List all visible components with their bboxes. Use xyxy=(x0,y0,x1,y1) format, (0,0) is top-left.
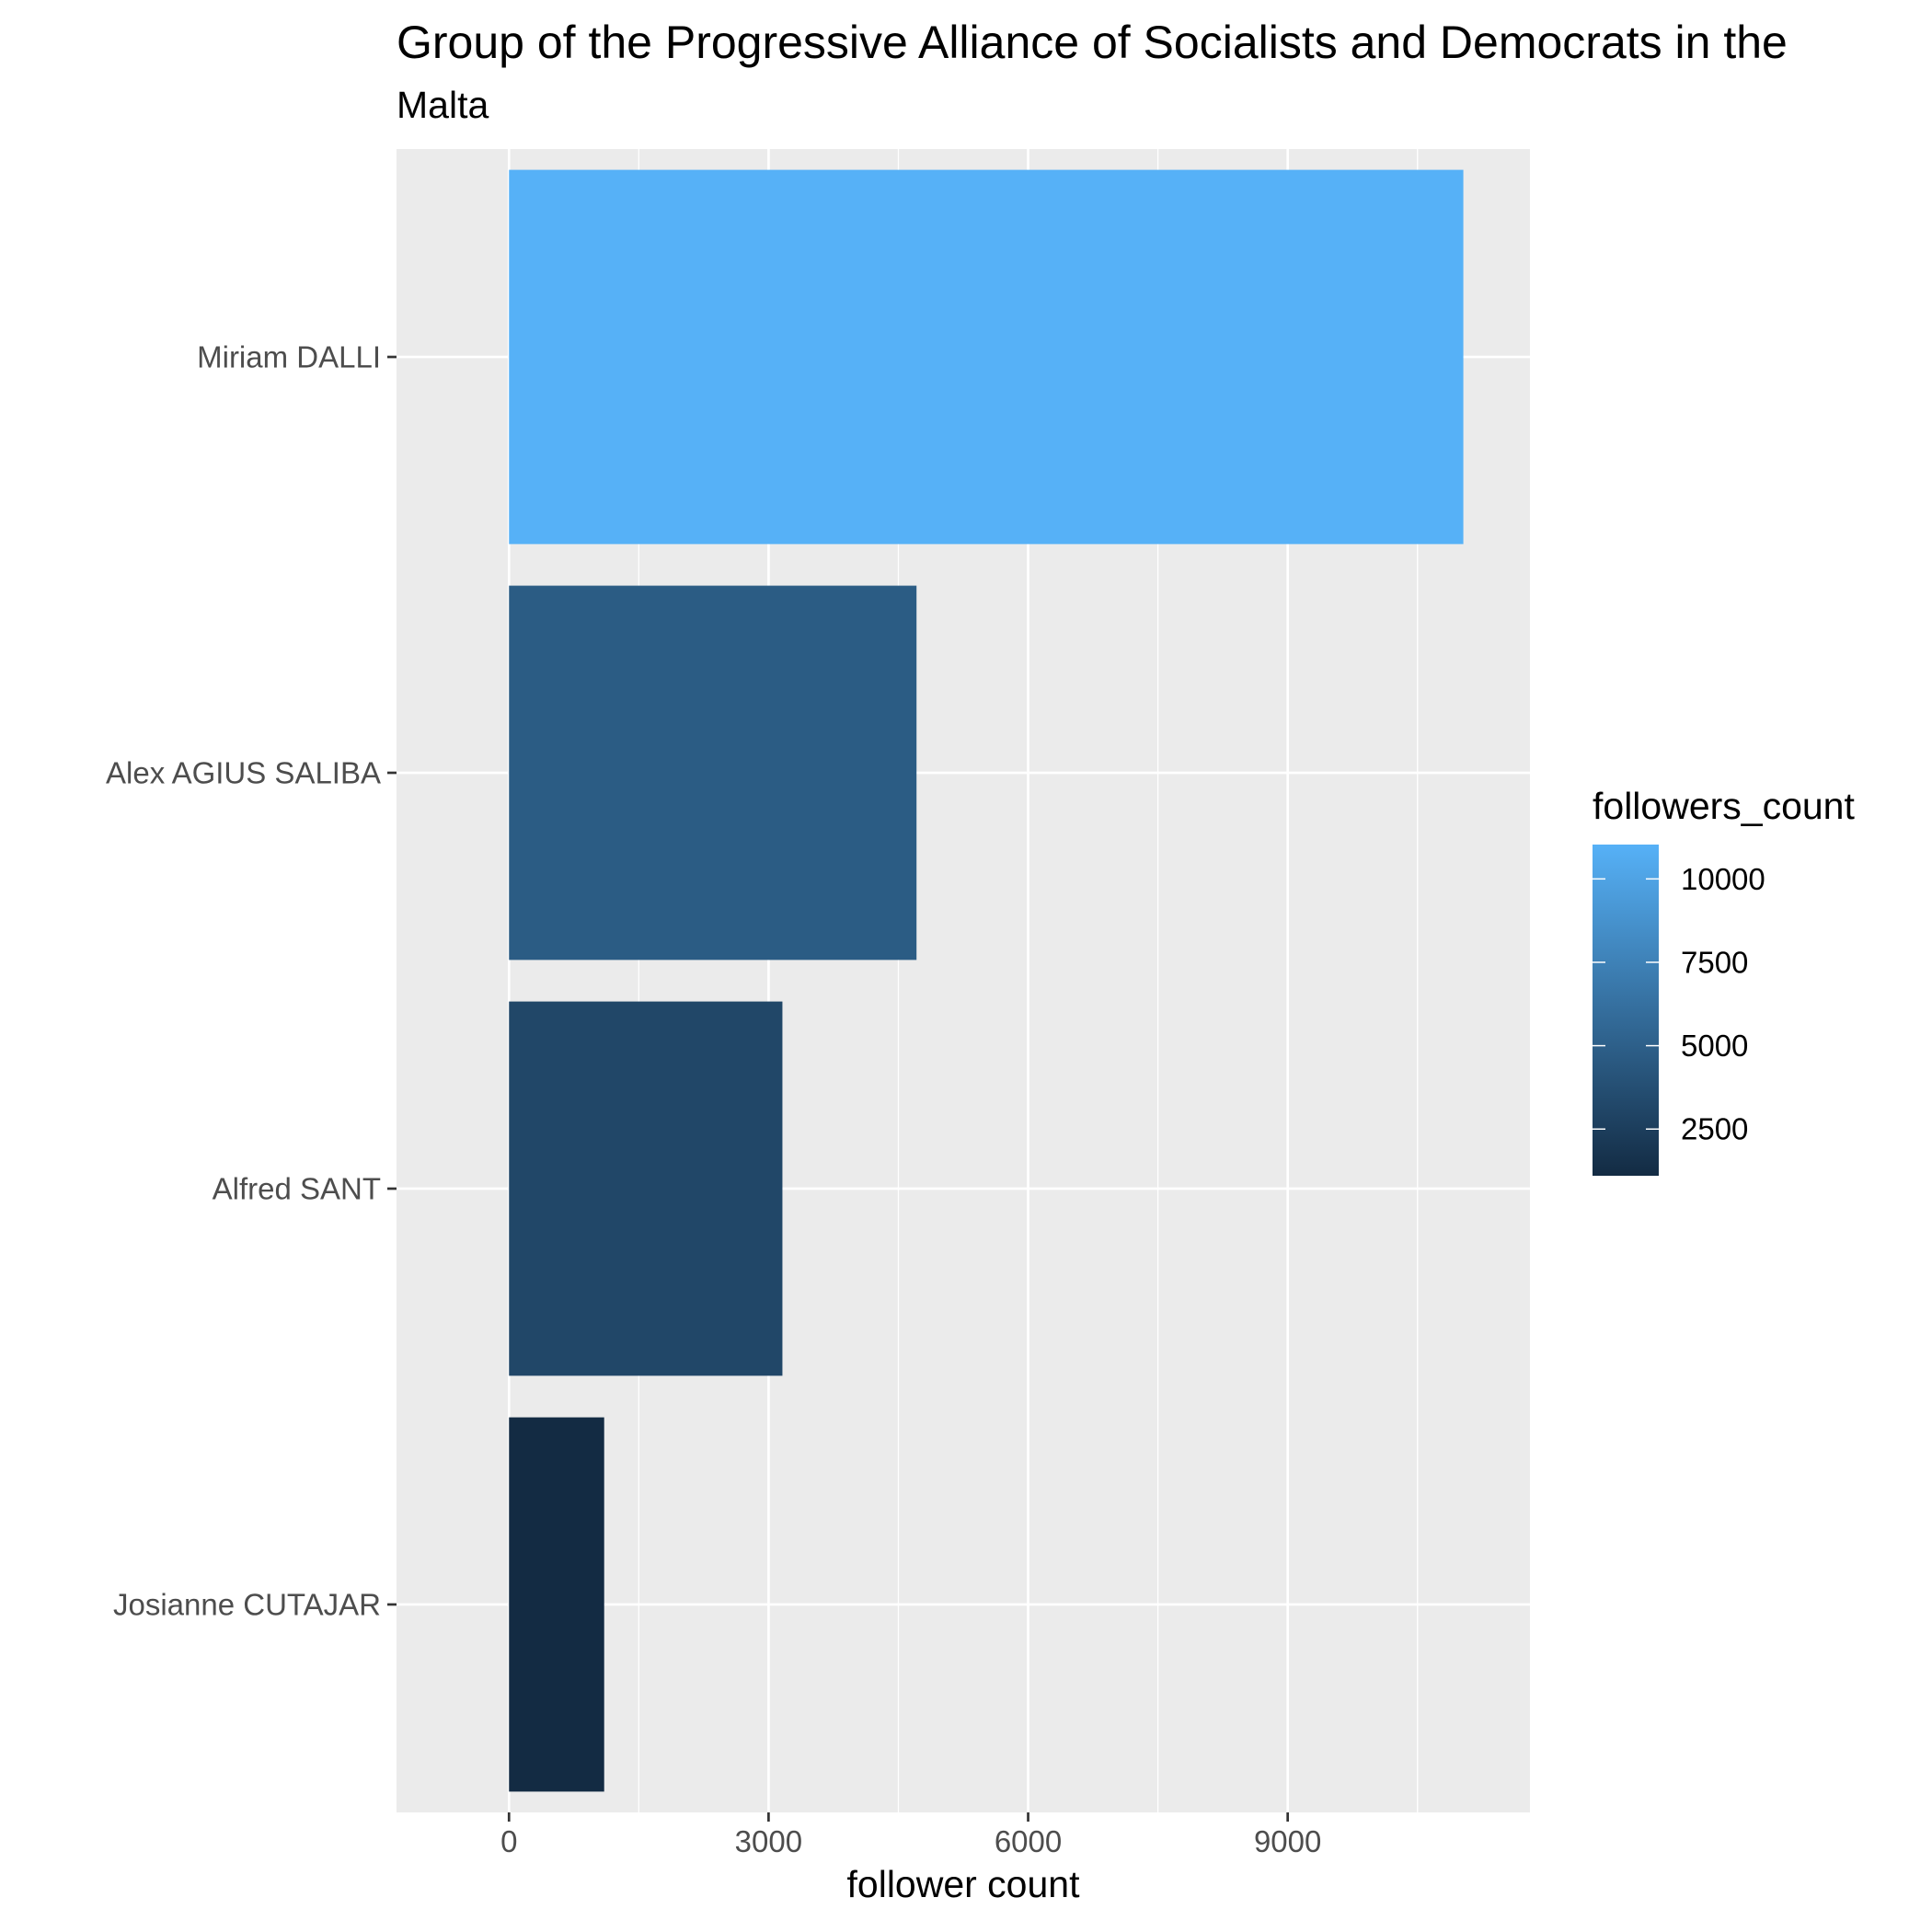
bars xyxy=(509,169,1464,1792)
y-tick-label: Miriam DALLI xyxy=(197,340,381,374)
legend-label: 7500 xyxy=(1681,945,1748,979)
y-axis: Miriam DALLI Alex AGIUS SALIBA Alfred SANT… xyxy=(106,340,397,1622)
legend-label: 2500 xyxy=(1681,1112,1748,1146)
bar xyxy=(509,1417,604,1792)
chart-subtitle: Malta xyxy=(397,84,489,126)
legend-label: 10000 xyxy=(1681,862,1765,896)
chart-title: Group of the Progressive Alliance of Soc… xyxy=(397,17,1788,68)
bar xyxy=(509,169,1464,545)
legend-label: 5000 xyxy=(1681,1029,1748,1063)
x-axis: 0 3000 6000 9000 xyxy=(500,1812,1321,1858)
y-tick-label: Alex AGIUS SALIBA xyxy=(106,756,381,790)
bar xyxy=(509,1001,783,1376)
x-axis-title: follower count xyxy=(847,1863,1081,1905)
legend-title: followers_count xyxy=(1593,785,1855,827)
y-tick-label: Alfred SANT xyxy=(213,1172,381,1206)
bar xyxy=(509,585,917,960)
y-tick-label: Josianne CUTAJAR xyxy=(113,1588,381,1622)
legend-colorbar xyxy=(1593,845,1659,1176)
x-tick-label: 9000 xyxy=(1254,1824,1321,1858)
x-tick-label: 6000 xyxy=(995,1824,1062,1858)
x-tick-label: 3000 xyxy=(735,1824,802,1858)
legend-ticks: 2500 5000 7500 10000 xyxy=(1593,862,1765,1146)
x-tick-label: 0 xyxy=(500,1824,517,1858)
